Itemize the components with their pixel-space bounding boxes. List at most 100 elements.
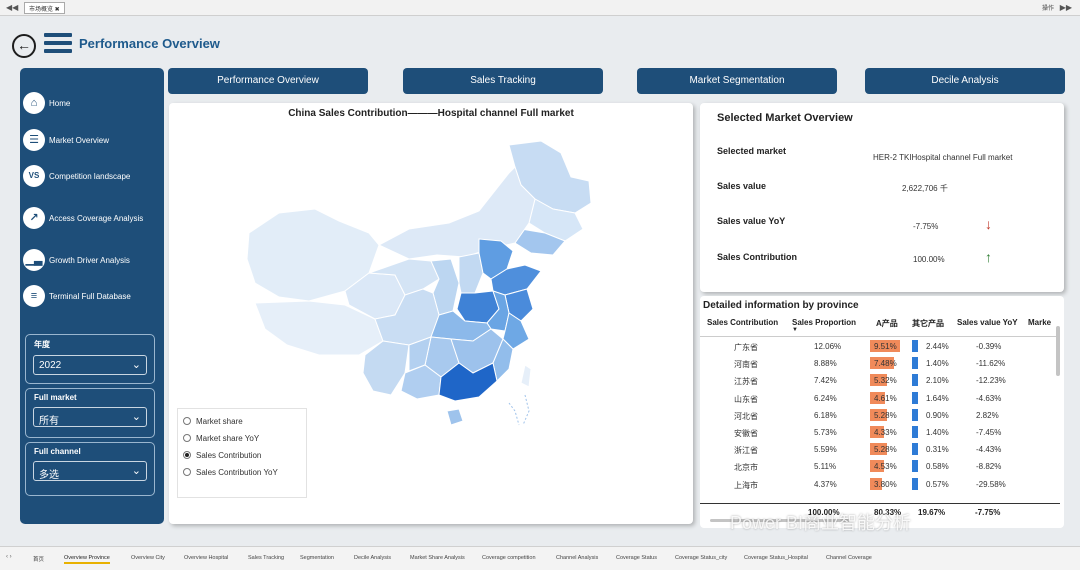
- sidebar-item-label: Home: [49, 99, 71, 108]
- other-product-value: 0.58%: [926, 462, 949, 472]
- radio-button[interactable]: [183, 468, 191, 476]
- radio-sales-contribution[interactable]: Sales Contribution: [183, 451, 261, 460]
- sidebar-item-market-overview[interactable]: ☰ Market Overview: [23, 129, 161, 153]
- radio-label: Sales Contribution: [196, 451, 262, 460]
- window-tab[interactable]: 市场概览 ✖: [24, 2, 65, 14]
- page-tab[interactable]: Market Share Analysis: [410, 555, 465, 561]
- china-map[interactable]: [169, 133, 693, 433]
- page-tab[interactable]: Overview Province: [64, 555, 110, 564]
- radio-button-selected[interactable]: [183, 451, 191, 459]
- sales-proportion: 5.11%: [814, 462, 837, 472]
- radio-market-share-yoy[interactable]: Market share YoY: [183, 434, 259, 443]
- selected-market-value: HER-2 TKIHospital channel Full market: [873, 153, 1013, 162]
- table-row[interactable]: 广东省 12.06% 9.51% 2.44% -0.39%: [700, 338, 1060, 355]
- table-row[interactable]: 浙江省 5.59% 5.28% 0.31% -4.43%: [700, 441, 1060, 458]
- table-row[interactable]: 河北省 6.18% 5.28% 0.90% 2.82%: [700, 407, 1060, 424]
- map-title: China Sales Contribution———Hospital chan…: [288, 108, 574, 119]
- province-name: 浙江省: [734, 446, 758, 456]
- sidebar-item-label: Terminal Full Database: [49, 292, 131, 301]
- a-product-bar: [870, 374, 887, 387]
- other-product-value: 1.40%: [926, 359, 949, 369]
- table-row[interactable]: 江苏省 7.42% 5.32% 2.10% -12.23%: [700, 372, 1060, 389]
- sales-value: 2,622,706 千: [902, 184, 948, 193]
- top-toolbar: ◀◀ 市场概览 ✖ 操作 ▶▶: [0, 0, 1080, 16]
- other-product-bar: [912, 374, 918, 387]
- tab-nav-arrows-icon[interactable]: ‹ ›: [6, 554, 12, 560]
- sort-desc-icon[interactable]: ▼: [792, 327, 798, 333]
- page-tab[interactable]: 首页: [33, 557, 45, 563]
- database-icon: ≡: [23, 285, 45, 307]
- page-tab[interactable]: Sales Tracking: [248, 555, 285, 561]
- sidebar-item-competition-landscape[interactable]: VS Competition landscape: [23, 165, 161, 189]
- filter-title: Full channel: [34, 447, 81, 456]
- hamburger-menu-icon[interactable]: [44, 33, 72, 55]
- sales-yoy-value: -0.39%: [976, 342, 1002, 351]
- col-header-sales-yoy[interactable]: Sales value YoY: [957, 318, 1018, 327]
- province-inner-mongolia: [377, 166, 536, 260]
- province-shanxi: [458, 252, 484, 294]
- radio-sales-contribution-yoy[interactable]: Sales Contribution YoY: [183, 468, 278, 477]
- expand-icon[interactable]: ▶▶: [1059, 3, 1072, 12]
- table-row[interactable]: 北京市 5.11% 4.53% 0.58% -8.82%: [700, 458, 1060, 475]
- col-header-market[interactable]: Marke: [1028, 318, 1052, 327]
- vertical-scrollbar[interactable]: [1056, 326, 1060, 376]
- page-tab[interactable]: Channel Coverage: [826, 555, 872, 561]
- sales-value-label: Sales value: [717, 181, 767, 191]
- other-product-value: 1.40%: [926, 428, 949, 437]
- market-dropdown[interactable]: 所有 ⌄: [33, 407, 147, 427]
- page-tab[interactable]: Coverage Status: [616, 555, 657, 561]
- other-product-value: 0.90%: [926, 410, 949, 420]
- back-arrow-icon[interactable]: ←: [12, 34, 36, 58]
- col-header-sales-contribution[interactable]: Sales Contribution: [707, 318, 779, 327]
- collapse-icon[interactable]: ◀◀: [6, 3, 19, 12]
- page-tab[interactable]: Overview City: [131, 555, 165, 561]
- a-product-value: 5.28%: [874, 445, 897, 455]
- sidebar-item-home[interactable]: ⌂ Home: [23, 92, 161, 116]
- total-a-product: 80.33%: [874, 508, 902, 517]
- table-row[interactable]: 山东省 6.24% 4.61% 1.64% -4.63%: [700, 390, 1060, 407]
- channel-dropdown[interactable]: 多选 ⌄: [33, 461, 147, 481]
- sidebar-item-growth-driver[interactable]: ▁▃ Growth Driver Analysis: [23, 249, 161, 273]
- overview-title: Selected Market Overview: [717, 112, 853, 124]
- sales-yoy-value: 2.82%: [976, 410, 999, 420]
- a-product-bar: [870, 357, 894, 370]
- arrow-up-icon: ↑: [985, 249, 992, 265]
- sidebar-item-label: Market Overview: [49, 136, 110, 145]
- sales-contribution-label: Sales Contribution: [717, 252, 798, 262]
- radio-button[interactable]: [183, 434, 191, 442]
- col-header-sales-proportion[interactable]: Sales Proportion: [792, 318, 857, 327]
- south-sea-islands: [508, 394, 530, 426]
- nav-button-sales-tracking[interactable]: Sales Tracking: [403, 68, 603, 94]
- nav-button-decile-analysis[interactable]: Decile Analysis: [865, 68, 1065, 94]
- page-tab[interactable]: Coverage Status_Hospital: [744, 555, 808, 561]
- sidebar-item-access-coverage[interactable]: ↗ Access Coverage Analysis: [23, 207, 161, 231]
- operations-menu[interactable]: 操作: [1041, 6, 1054, 12]
- sidebar-item-terminal-database[interactable]: ≡ Terminal Full Database: [23, 285, 161, 309]
- page-tab[interactable]: Segmentation: [300, 555, 334, 561]
- year-dropdown[interactable]: 2022 ⌄: [33, 355, 147, 375]
- sidebar-item-label: Growth Driver Analysis: [49, 256, 130, 265]
- page-tab[interactable]: Overview Hospital: [184, 555, 229, 561]
- nav-button-performance-overview[interactable]: Performance Overview: [168, 68, 368, 94]
- sales-yoy-value: -11.62%: [976, 359, 1006, 369]
- detail-title: Detailed information by province: [703, 300, 859, 311]
- radio-market-share[interactable]: Market share: [183, 417, 243, 426]
- table-row[interactable]: 安徽省 5.73% 4.33% 1.40% -7.45%: [700, 424, 1060, 441]
- a-product-value: 4.61%: [874, 393, 897, 403]
- table-row[interactable]: 上海市 4.37% 3.80% 0.57% -29.58%: [700, 476, 1060, 493]
- page-tab[interactable]: Coverage Status_city: [675, 555, 728, 561]
- horizontal-scrollbar[interactable]: [710, 519, 850, 522]
- table-row[interactable]: 河南省 8.88% 7.48% 1.40% -11.62%: [700, 355, 1060, 372]
- other-product-bar: [912, 408, 918, 421]
- page-tab[interactable]: Decile Analysis: [354, 555, 391, 561]
- radio-button[interactable]: [183, 417, 191, 425]
- map-panel: China Sales Contribution———Hospital chan…: [169, 103, 693, 524]
- page-tab[interactable]: Coverage competition: [482, 555, 536, 561]
- province-name: 北京市: [734, 463, 758, 473]
- a-product-value: 5.28%: [874, 410, 897, 420]
- col-header-other-products[interactable]: 其它产品: [912, 319, 944, 328]
- col-header-a-product[interactable]: A产品: [876, 319, 898, 328]
- page-tab[interactable]: Channel Analysis: [556, 555, 599, 561]
- other-product-value: 0.31%: [926, 445, 949, 455]
- nav-button-market-segmentation[interactable]: Market Segmentation: [637, 68, 837, 94]
